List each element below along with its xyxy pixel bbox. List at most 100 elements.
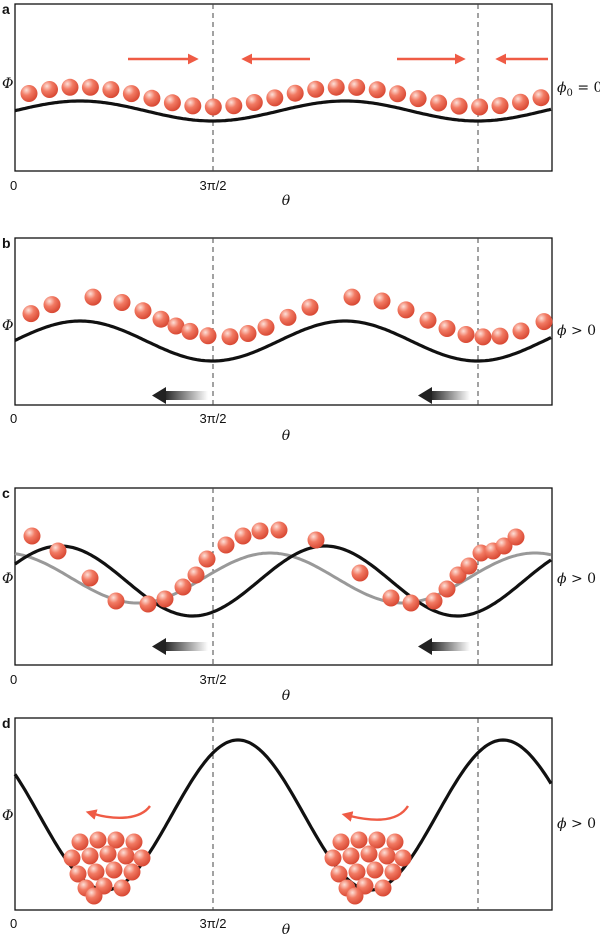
particle [113, 879, 131, 897]
particle [84, 288, 102, 306]
potential-curve [14, 99, 552, 123]
particle [20, 85, 38, 102]
particle [266, 89, 284, 107]
particle [49, 542, 67, 560]
particle [204, 98, 222, 116]
particle [143, 89, 161, 107]
particle [69, 865, 87, 883]
particle [382, 589, 400, 607]
particle [374, 879, 392, 897]
particle [342, 847, 360, 865]
x-tick-3pi-2: 3π/2 [199, 672, 226, 687]
particle [389, 85, 407, 103]
particle [133, 849, 151, 867]
y-axis-label: Φ [2, 318, 13, 334]
particle [22, 305, 40, 323]
panel-label: b [2, 235, 11, 251]
particle [225, 97, 243, 115]
x-axis-label: θ [282, 922, 291, 936]
panel-label: c [2, 485, 10, 501]
particle [181, 322, 199, 340]
particle [102, 81, 120, 99]
particle [474, 328, 492, 346]
particle [117, 847, 135, 865]
particle [279, 308, 297, 326]
gradient-arrow-left-icon [418, 638, 470, 655]
particle [43, 296, 61, 314]
particle-group [23, 521, 525, 613]
particle [373, 292, 391, 310]
particle [41, 81, 58, 98]
phi-condition-label: ϕ0 = 0 [557, 80, 600, 99]
particle [107, 592, 125, 610]
particle [348, 78, 366, 96]
plot-frame [14, 3, 553, 172]
panel-d: d Φ 0 3π/2 θ ϕ > 0 [2, 715, 596, 936]
particle [234, 527, 252, 545]
particle [122, 85, 140, 103]
particle [327, 78, 345, 96]
phi-condition-label: ϕ > 0 [557, 571, 596, 587]
particle [368, 81, 386, 99]
x-tick-3pi-2: 3π/2 [199, 411, 226, 426]
particle [307, 80, 325, 98]
x-axis-label: θ [282, 688, 291, 704]
particle [152, 310, 170, 328]
particle [460, 557, 478, 575]
particle [394, 849, 412, 867]
particle [125, 833, 143, 851]
particle [221, 328, 239, 346]
x-tick-zero: 0 [10, 672, 17, 687]
particle-group [63, 831, 412, 905]
particle [87, 863, 105, 881]
particle [491, 327, 509, 345]
panel-b: b Φ 0 3π/2 θ ϕ > 0 [2, 235, 596, 444]
gradient-arrow-left-icon [418, 387, 470, 404]
particle [81, 78, 99, 96]
particle [450, 97, 468, 115]
particle [85, 887, 103, 905]
particle [366, 861, 384, 879]
plot-frame [14, 487, 553, 666]
particle [351, 564, 369, 582]
particle [113, 294, 131, 311]
phi-condition-label: ϕ > 0 [557, 816, 596, 832]
phi-condition-label: ϕ > 0 [557, 323, 596, 339]
x-tick-zero: 0 [10, 178, 17, 193]
particle [532, 89, 550, 107]
x-tick-3pi-2: 3π/2 [199, 916, 226, 931]
particle [63, 849, 81, 867]
x-axis-label: θ [282, 428, 291, 444]
particle [251, 522, 269, 540]
particle [535, 313, 553, 331]
particle [301, 298, 319, 316]
particle [457, 326, 475, 343]
particle [507, 528, 525, 546]
particle [99, 845, 117, 863]
panel-label: d [2, 715, 11, 731]
panel-c: c Φ 0 3π/2 θ ϕ > 0 [2, 485, 596, 704]
particle [81, 569, 99, 587]
particle [217, 536, 235, 554]
panel-label: a [2, 1, 10, 17]
particle [123, 863, 141, 881]
potential-curve [14, 319, 552, 363]
particle [512, 322, 530, 340]
particle [419, 311, 437, 329]
x-tick-3pi-2: 3π/2 [199, 178, 226, 193]
particle [174, 578, 192, 596]
particle [495, 537, 513, 555]
curved-left-arrow-icon [341, 805, 410, 822]
particle-group [22, 288, 553, 346]
particle [438, 320, 456, 337]
particle [270, 521, 288, 539]
particle [187, 566, 205, 584]
particle [71, 833, 89, 851]
y-axis-label: Φ [2, 571, 13, 587]
particle [81, 847, 99, 865]
particle [384, 863, 402, 881]
particle [346, 887, 364, 905]
particle [89, 831, 107, 849]
gradient-arrow-left-icon [152, 387, 208, 404]
particle [134, 302, 152, 320]
